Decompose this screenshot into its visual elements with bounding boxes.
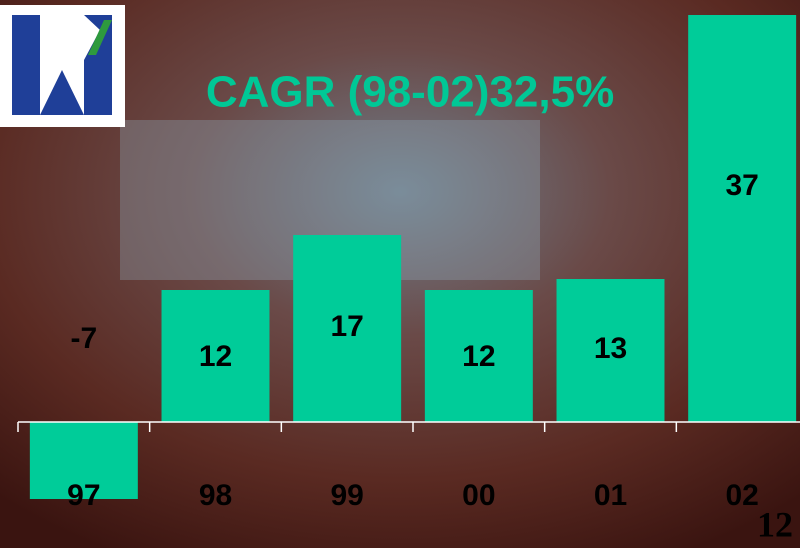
x-tick-label: 97 bbox=[67, 479, 100, 512]
x-tick-label: 01 bbox=[594, 479, 627, 512]
x-tick-label: 00 bbox=[462, 479, 495, 512]
value-label: 12 bbox=[462, 340, 495, 373]
x-tick-label: 02 bbox=[725, 479, 758, 512]
chart: CAGR (98-02)32,5% -7 97 12 98 17 99 12 00 13 01 37… bbox=[0, 0, 800, 548]
chart-title: CAGR (98-02)32,5% bbox=[206, 68, 614, 117]
page: CAGR (98-02)32,5% -7 97 12 98 17 99 12 00 13 01 37… bbox=[0, 0, 800, 548]
x-tick-label: 98 bbox=[199, 479, 232, 512]
page-number: 12 bbox=[757, 504, 793, 544]
value-label: 12 bbox=[199, 340, 232, 373]
logo bbox=[0, 5, 125, 127]
value-label: 13 bbox=[594, 332, 627, 365]
x-tick-label: 99 bbox=[330, 479, 363, 512]
value-label: 17 bbox=[330, 310, 363, 343]
value-label: 37 bbox=[725, 169, 758, 202]
value-label: -7 bbox=[70, 322, 97, 355]
bar bbox=[688, 15, 796, 422]
